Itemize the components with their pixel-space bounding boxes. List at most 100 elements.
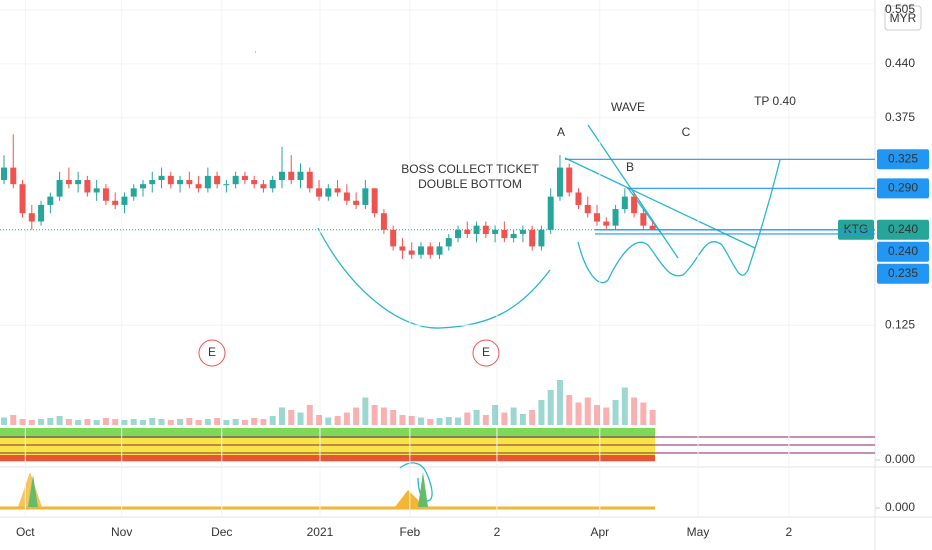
candle-body bbox=[566, 167, 573, 193]
annotation: WAVE bbox=[611, 100, 645, 114]
volume-bar bbox=[28, 420, 35, 425]
volume-bar bbox=[56, 416, 63, 425]
volume-bar bbox=[269, 416, 276, 425]
candle-body bbox=[28, 213, 35, 222]
candle-body bbox=[538, 229, 545, 247]
volume-bar bbox=[167, 420, 174, 425]
candle-body bbox=[19, 184, 26, 214]
volume-bar bbox=[334, 416, 341, 425]
currency-box[interactable] bbox=[884, 5, 922, 31]
volume-bar bbox=[47, 418, 54, 425]
volume-bar bbox=[380, 407, 387, 425]
annotation: DOUBLE BOTTOM bbox=[418, 177, 522, 191]
price-label-box bbox=[877, 178, 929, 199]
event-marker bbox=[472, 339, 500, 367]
x-tick-label: May bbox=[687, 525, 710, 539]
volume-bar bbox=[556, 380, 563, 425]
annotation: TP 0.40 bbox=[754, 94, 796, 108]
volume-bar bbox=[455, 417, 462, 425]
price-label: 0.290 bbox=[888, 181, 918, 195]
volume-bar bbox=[195, 420, 202, 425]
candle-body bbox=[455, 229, 462, 239]
candle-body bbox=[139, 184, 146, 189]
annotation: E bbox=[208, 345, 216, 359]
candle-body bbox=[492, 229, 499, 234]
candle-body bbox=[158, 175, 165, 181]
candle-body bbox=[427, 246, 434, 255]
candle-body bbox=[519, 229, 526, 234]
candle-body bbox=[149, 180, 156, 185]
candle-body bbox=[482, 225, 489, 234]
candle-body bbox=[195, 184, 202, 189]
volume-bar bbox=[260, 419, 267, 425]
candle-body bbox=[399, 246, 406, 251]
candle-body bbox=[223, 184, 230, 186]
x-tick-label: Oct bbox=[16, 525, 35, 539]
volume-bar bbox=[427, 419, 434, 425]
candle-body bbox=[93, 188, 100, 193]
y-tick-label: 0.375 bbox=[885, 110, 915, 124]
volume-bar bbox=[510, 407, 517, 425]
x-tick-label: 2 bbox=[785, 525, 792, 539]
volume-bar bbox=[371, 405, 378, 425]
candle-body bbox=[278, 171, 285, 181]
volume-bar bbox=[139, 420, 146, 425]
candle-body bbox=[417, 246, 424, 255]
volume-bar bbox=[519, 414, 526, 425]
candle-body bbox=[343, 192, 350, 201]
candle-body bbox=[353, 200, 360, 205]
volume-bar bbox=[621, 387, 628, 425]
volume-bar bbox=[241, 420, 248, 425]
volume-bar bbox=[482, 415, 489, 425]
candle-body bbox=[334, 188, 341, 193]
volume-bar bbox=[1, 417, 7, 425]
candle-body bbox=[112, 200, 119, 205]
candle-body bbox=[464, 229, 471, 234]
candle-body bbox=[631, 196, 638, 214]
candle-body bbox=[269, 180, 276, 189]
candle-body bbox=[575, 192, 582, 205]
trend-line bbox=[587, 124, 679, 259]
band bbox=[0, 428, 655, 438]
symbol-label: KTG bbox=[844, 222, 869, 236]
volume-bar bbox=[473, 410, 480, 425]
volume-bar bbox=[538, 400, 545, 425]
indicator-pane bbox=[0, 428, 875, 510]
candle-body bbox=[1, 167, 7, 181]
candle-body bbox=[325, 188, 332, 197]
candle-body bbox=[10, 167, 17, 185]
volume-bar bbox=[343, 412, 350, 425]
candle-body bbox=[529, 229, 536, 247]
annotation: E bbox=[482, 345, 490, 359]
volume-bar bbox=[223, 420, 230, 425]
volume-bar bbox=[149, 418, 156, 425]
volume-bar bbox=[130, 419, 137, 425]
volume-bar bbox=[529, 410, 536, 425]
volume-bar bbox=[214, 418, 221, 425]
x-tick-label: Nov bbox=[111, 525, 132, 539]
pane-tick-label: 0.000 bbox=[885, 500, 915, 514]
candle-body bbox=[612, 209, 619, 226]
candle-body bbox=[510, 233, 517, 239]
candle-body bbox=[556, 167, 563, 197]
volume-bar bbox=[436, 418, 443, 425]
volume-bar bbox=[251, 418, 258, 425]
annotation: B bbox=[626, 160, 634, 174]
candle-body bbox=[640, 213, 647, 226]
volume-bar bbox=[93, 420, 100, 425]
volume-bar bbox=[501, 412, 508, 425]
volume-bar bbox=[186, 418, 193, 425]
volume-bar bbox=[177, 419, 184, 425]
volume-bar bbox=[84, 419, 91, 425]
volume-bar bbox=[297, 412, 304, 425]
price-label-box bbox=[877, 149, 929, 170]
volume-bar bbox=[362, 397, 369, 425]
volume-bar bbox=[445, 417, 452, 425]
candle-body bbox=[380, 213, 387, 230]
y-tick-label: 0.440 bbox=[885, 56, 915, 70]
candle-body bbox=[167, 175, 174, 185]
candle-body bbox=[390, 229, 397, 247]
volume-bar bbox=[612, 400, 619, 425]
volume-bar bbox=[316, 415, 323, 425]
